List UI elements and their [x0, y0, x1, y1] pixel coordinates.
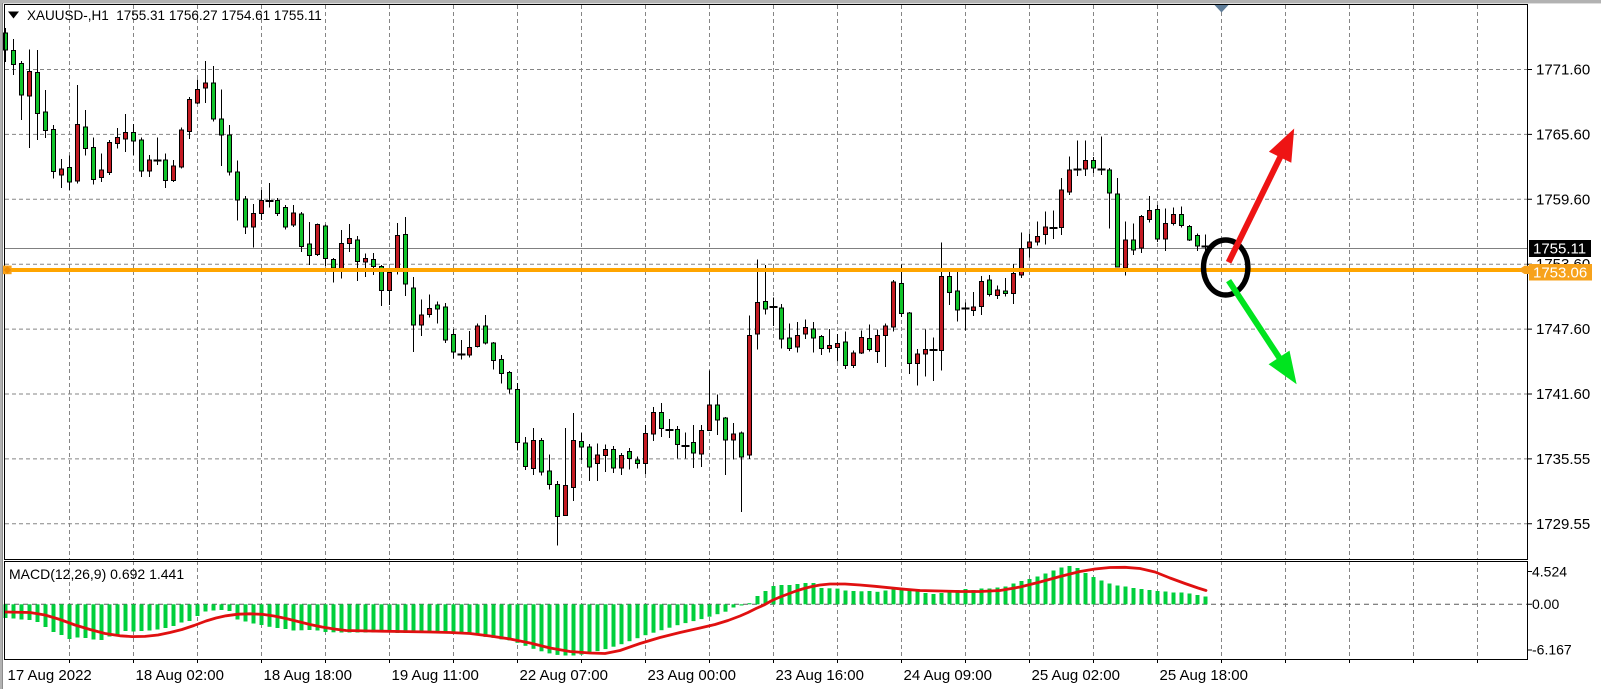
svg-text:1747.60: 1747.60 — [1536, 321, 1590, 338]
svg-text:25 Aug 18:00: 25 Aug 18:00 — [1160, 667, 1248, 684]
svg-text:1729.55: 1729.55 — [1536, 516, 1590, 533]
svg-text:18 Aug 02:00: 18 Aug 02:00 — [136, 667, 224, 684]
svg-text:1771.60: 1771.60 — [1536, 62, 1590, 79]
svg-text:1741.60: 1741.60 — [1536, 386, 1590, 403]
svg-text:23 Aug 00:00: 23 Aug 00:00 — [648, 667, 736, 684]
svg-text:1755.11: 1755.11 — [1533, 241, 1586, 258]
svg-text:25 Aug 02:00: 25 Aug 02:00 — [1032, 667, 1120, 684]
svg-text:1753.06: 1753.06 — [1533, 265, 1587, 282]
svg-text:-6.167: -6.167 — [1532, 642, 1572, 658]
svg-text:XAUUSD-,H1 1755.31 1756.27 17: XAUUSD-,H1 1755.31 1756.27 1754.61 1755.… — [27, 8, 322, 23]
svg-text:MACD(12,26,9) 0.692 1.441: MACD(12,26,9) 0.692 1.441 — [9, 566, 184, 582]
svg-text:1735.55: 1735.55 — [1536, 451, 1590, 468]
svg-text:0.00: 0.00 — [1532, 596, 1559, 612]
svg-text:4.524: 4.524 — [1532, 564, 1567, 580]
svg-text:17 Aug 2022: 17 Aug 2022 — [8, 667, 92, 684]
svg-text:19 Aug 11:00: 19 Aug 11:00 — [392, 667, 479, 684]
svg-text:24 Aug 09:00: 24 Aug 09:00 — [904, 667, 992, 684]
svg-text:1759.60: 1759.60 — [1536, 191, 1590, 208]
svg-text:1765.60: 1765.60 — [1536, 126, 1590, 143]
svg-text:18 Aug 18:00: 18 Aug 18:00 — [264, 667, 352, 684]
svg-text:23 Aug 16:00: 23 Aug 16:00 — [776, 667, 864, 684]
svg-text:22 Aug 07:00: 22 Aug 07:00 — [520, 667, 608, 684]
